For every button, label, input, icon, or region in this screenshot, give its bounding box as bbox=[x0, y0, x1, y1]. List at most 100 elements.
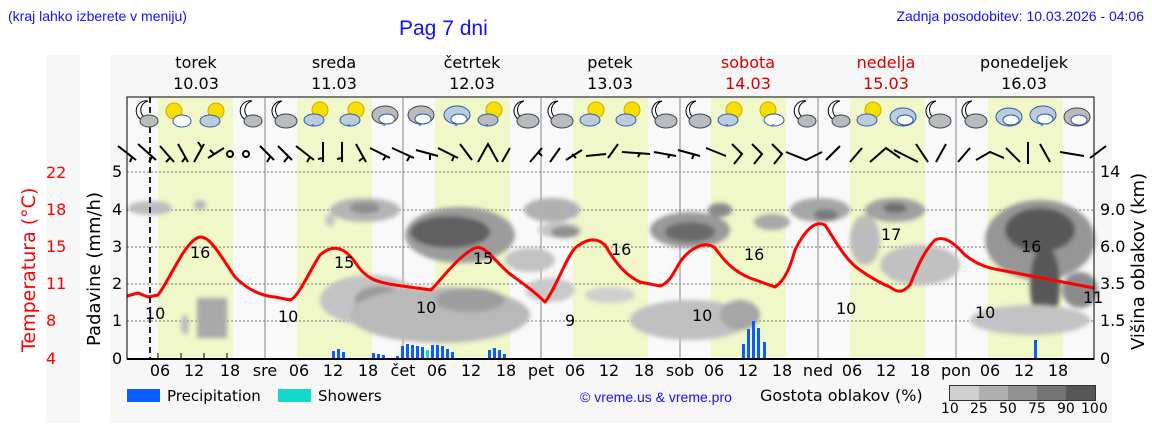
svg-text:": " bbox=[311, 123, 315, 131]
cloud-height-tick: 9.0 bbox=[1100, 200, 1126, 219]
precip-tick: 1 bbox=[112, 311, 123, 330]
density-25-50 bbox=[979, 386, 1008, 400]
svg-text:16: 16 bbox=[611, 240, 631, 259]
x-tick: sre bbox=[252, 361, 278, 380]
moon-cloud-icon bbox=[510, 97, 540, 131]
cloud-height-tick: 1.5 bbox=[1100, 311, 1126, 330]
x-tick: 18 bbox=[357, 361, 379, 380]
cloud-height-tick: 6.0 bbox=[1100, 237, 1126, 256]
x-tick: 12 bbox=[322, 361, 344, 380]
svg-text:": " bbox=[347, 123, 351, 131]
x-tick: 18 bbox=[219, 361, 241, 380]
day-name: četrtek bbox=[443, 53, 501, 72]
cloud-rain-icon: " bbox=[370, 97, 400, 132]
svg-text:11: 11 bbox=[1083, 288, 1103, 307]
density-50-75 bbox=[1008, 386, 1037, 400]
x-tick: 12 bbox=[1013, 361, 1035, 380]
sun-cloud-icon bbox=[198, 97, 228, 131]
svg-text:10: 10 bbox=[278, 307, 298, 326]
svg-text:10: 10 bbox=[145, 304, 165, 323]
svg-text:": " bbox=[771, 123, 775, 131]
sun-cloud-icon bbox=[578, 97, 608, 131]
temp-tick: 4 bbox=[46, 349, 57, 368]
day-header: sobota 14.03 bbox=[688, 52, 808, 94]
day-date: 11.03 bbox=[311, 74, 357, 93]
moon-cloud-icon bbox=[922, 97, 952, 131]
cloud-height-tick: 14 bbox=[1100, 162, 1121, 181]
density-tick: 90 bbox=[1057, 401, 1075, 417]
wind-barbs-row bbox=[117, 141, 1107, 165]
x-tick: pon bbox=[940, 361, 972, 380]
showers-bar bbox=[426, 350, 429, 359]
moon-cloud-icon bbox=[268, 97, 298, 131]
cloud-rain-icon: " bbox=[406, 97, 436, 132]
svg-text:16: 16 bbox=[1021, 237, 1041, 256]
cloud-icon bbox=[1062, 97, 1092, 131]
density-75-90 bbox=[1037, 386, 1066, 400]
temperature-axis-panel bbox=[46, 55, 80, 423]
density-tick: 100 bbox=[1081, 401, 1108, 417]
copyright-link[interactable]: © vreme.us & vreme.pro bbox=[580, 389, 732, 405]
cloud-icon bbox=[994, 97, 1024, 131]
day-header: ponedeljek 16.03 bbox=[964, 52, 1084, 94]
temp-tick: 22 bbox=[46, 163, 67, 182]
sun-cloud-rain-icon: " bbox=[302, 97, 332, 132]
page-title: Pag 7 dni bbox=[399, 17, 488, 40]
svg-text:10: 10 bbox=[836, 299, 856, 318]
day-header: sreda 11.03 bbox=[274, 52, 394, 94]
x-tick: sob bbox=[665, 361, 695, 380]
cloud-height-tick: 0 bbox=[1100, 349, 1111, 368]
svg-text:10: 10 bbox=[416, 298, 436, 317]
moon-cloud-icon bbox=[958, 97, 988, 131]
temp-tick: 11 bbox=[46, 274, 67, 293]
x-tick: 18 bbox=[1047, 361, 1069, 380]
cloud-density-label: Gostota oblakov (%) bbox=[760, 386, 923, 405]
day-header: nedelja 15.03 bbox=[826, 52, 946, 94]
precip-tick: 3 bbox=[112, 237, 123, 256]
svg-text:": " bbox=[382, 123, 386, 131]
x-tick: 18 bbox=[909, 361, 931, 380]
temp-tick: 18 bbox=[46, 200, 67, 219]
density-tick: 75 bbox=[1028, 401, 1046, 417]
cloud-rain-icon: " bbox=[442, 97, 472, 132]
x-tick: 18 bbox=[495, 361, 517, 380]
svg-text:": " bbox=[454, 123, 458, 131]
svg-text:16: 16 bbox=[744, 245, 764, 264]
day-date: 10.03 bbox=[173, 74, 219, 93]
density-10-25 bbox=[950, 386, 979, 400]
day-name: ponedeljek bbox=[980, 53, 1068, 72]
temp-tick: 8 bbox=[46, 311, 57, 330]
svg-text:": " bbox=[418, 123, 422, 131]
moon-cloud-icon bbox=[234, 97, 264, 131]
x-tick: ned bbox=[802, 361, 834, 380]
showers-legend-label: Showers bbox=[318, 387, 382, 405]
temp-tick: 15 bbox=[46, 237, 67, 256]
density-90-100 bbox=[1066, 386, 1095, 400]
moon-cloud-icon bbox=[682, 97, 712, 131]
moon-cloud-icon bbox=[544, 97, 574, 131]
x-tick: 12 bbox=[183, 361, 205, 380]
svg-text:15: 15 bbox=[473, 249, 493, 268]
moon-cloud-icon bbox=[130, 97, 160, 131]
sun-cloud-rain-icon: " bbox=[476, 97, 506, 132]
density-tick: 50 bbox=[999, 401, 1017, 417]
day-name: sreda bbox=[311, 53, 357, 72]
day-name: sobota bbox=[720, 53, 776, 72]
precipitation-axis-label: Padavine (mm/h) bbox=[84, 192, 105, 346]
svg-text:": " bbox=[725, 123, 729, 131]
svg-text:17: 17 bbox=[881, 225, 901, 244]
day-date: 15.03 bbox=[863, 74, 909, 93]
x-tick: 18 bbox=[633, 361, 655, 380]
location-hint: (kraj lahko izberete v meniju) bbox=[8, 8, 187, 24]
cloud-height-tick: 3.5 bbox=[1100, 274, 1126, 293]
day-name: nedelja bbox=[856, 53, 916, 72]
precip-tick: 5 bbox=[112, 162, 123, 181]
precip-tick: 2 bbox=[112, 274, 123, 293]
x-tick: 12 bbox=[737, 361, 759, 380]
x-tick: 06 bbox=[841, 361, 863, 380]
x-tick: 18 bbox=[771, 361, 793, 380]
precipitation-bars bbox=[332, 321, 1037, 359]
x-tick: 06 bbox=[703, 361, 725, 380]
cloud-density-field bbox=[128, 198, 1098, 343]
